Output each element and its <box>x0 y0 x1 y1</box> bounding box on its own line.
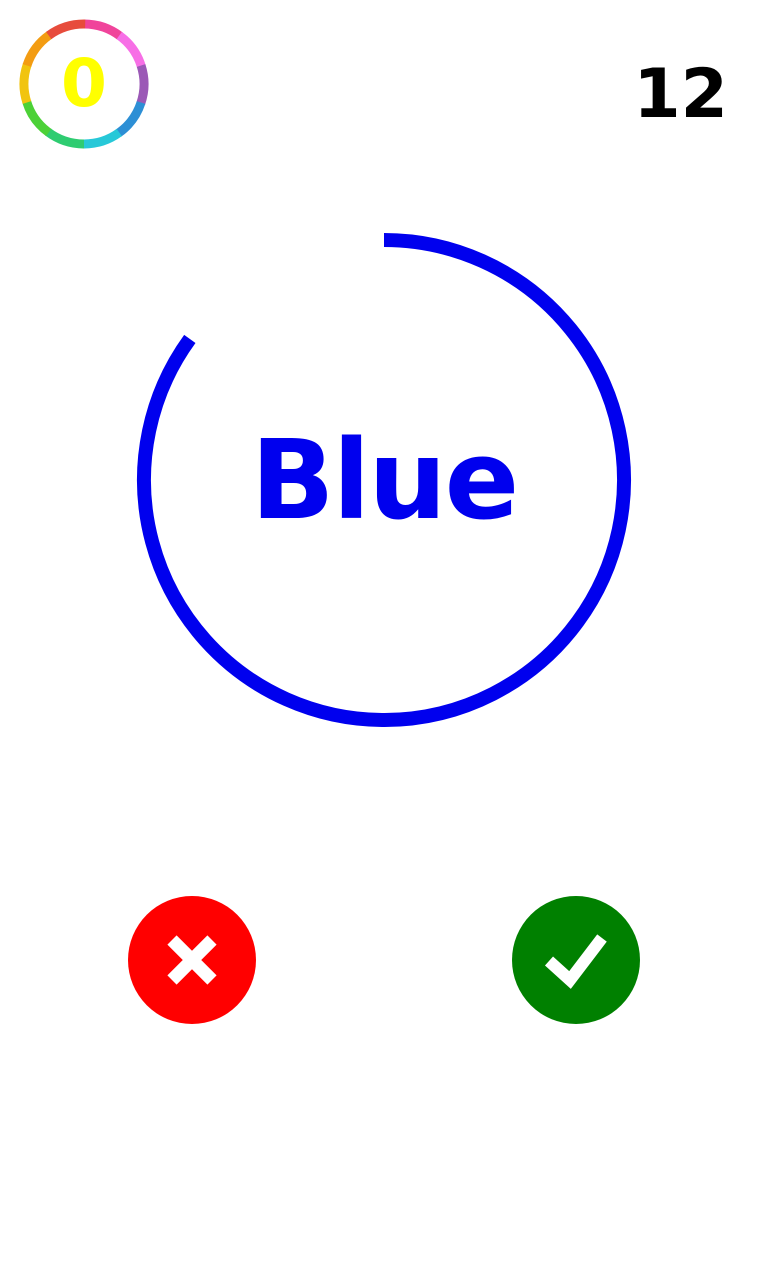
score-ring-segment <box>82 128 122 149</box>
right-button[interactable] <box>512 896 640 1024</box>
word-panel: Blue <box>134 230 634 730</box>
score-ring <box>19 19 149 149</box>
score-badge: 0 <box>17 17 151 151</box>
countdown-timer: 12 <box>633 55 728 134</box>
score-value: 0 <box>61 45 107 122</box>
score-ring-segment <box>19 62 32 104</box>
score-ring-segment <box>45 128 85 149</box>
timer-ring <box>137 233 631 727</box>
score-ring-segment <box>136 64 149 106</box>
wrong-button[interactable] <box>128 896 256 1024</box>
color-word: Blue <box>250 416 519 544</box>
score-ring-segment <box>22 99 52 137</box>
check-icon <box>544 934 607 989</box>
score-ring-segment <box>116 31 146 69</box>
close-icon <box>167 935 217 985</box>
timer-ring-arc <box>137 233 631 727</box>
score-ring-segment <box>115 100 146 137</box>
score-ring-segment <box>46 19 86 40</box>
score-ring-segment <box>22 31 53 68</box>
score-ring-segment <box>83 19 123 40</box>
